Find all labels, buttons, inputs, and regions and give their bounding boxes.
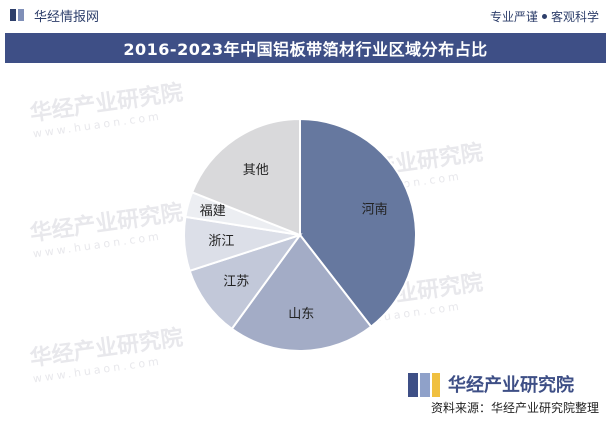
pie-label-4: 福建 [200, 204, 226, 219]
pie-label-1: 山东 [288, 307, 314, 322]
pie-slice-5 [190, 117, 301, 237]
tagline: 专业严谨 客观科学 [490, 8, 599, 25]
pie-slice-1 [230, 233, 373, 352]
top-bar: 华经情报网 专业严谨 客观科学 [0, 0, 611, 30]
pie-slice-0 [299, 117, 418, 329]
pie-slice-2 [188, 233, 303, 331]
separator-dot-icon [541, 14, 547, 19]
brand-name: 华经情报网 [34, 9, 100, 25]
brand: 华经情报网 [10, 6, 100, 25]
pie-label-3: 浙江 [208, 234, 234, 249]
institute-logo-icon [408, 373, 440, 397]
source-note: 资料来源：华经产业研究院整理 [430, 401, 599, 415]
pie-label-5: 其他 [243, 163, 269, 178]
footer-logo-text: 华经产业研究院 [448, 375, 574, 396]
footer-logo: 华经产业研究院 [408, 368, 598, 400]
pie-label-0: 河南 [362, 201, 388, 217]
chart-title-band: 2016-2023年中国铝板带箔材行业区域分布占比 [5, 33, 606, 63]
tagline-right: 客观科学 [550, 10, 599, 24]
tagline-left: 专业严谨 [489, 10, 538, 24]
chart-title: 2016-2023年中国铝板带箔材行业区域分布占比 [123, 40, 488, 59]
pie-label-2: 江苏 [223, 273, 249, 289]
brand-logo-icon [10, 9, 24, 21]
